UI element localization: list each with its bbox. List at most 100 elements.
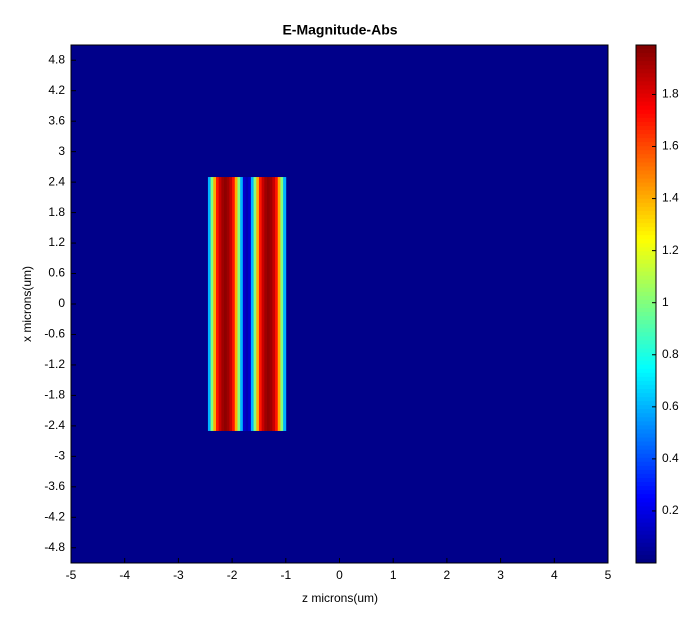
colorbar-segment [636, 522, 656, 528]
y-tick-label: 0 [58, 296, 65, 310]
heatmap-cell [256, 177, 260, 431]
y-tick-label: 1.8 [48, 205, 65, 219]
colorbar-segment [636, 506, 656, 511]
y-tick-label: -3.6 [44, 479, 65, 493]
x-tick-label: 4 [551, 568, 558, 582]
colorbar-segment [636, 223, 656, 228]
colorbar-tick-label: 1.6 [662, 139, 679, 153]
colorbar-segment [636, 190, 656, 196]
colorbar-segment [636, 146, 656, 151]
colorbar-segment [636, 502, 656, 507]
colorbar-segment [636, 514, 656, 519]
colorbar-segment [636, 490, 656, 495]
y-tick-label: 1.2 [48, 235, 65, 249]
colorbar-segment [636, 202, 656, 208]
colorbar-segment [636, 129, 656, 135]
heatmap-cell [229, 177, 233, 431]
colorbar-segment [636, 356, 656, 362]
colorbar-tick-label: 0.8 [662, 347, 679, 361]
colorbar-segment [636, 405, 656, 410]
chart-title: E-Magnitude-Abs [282, 22, 397, 38]
colorbar-segment [636, 425, 656, 430]
colorbar-segment [636, 65, 656, 70]
colorbar-segment [636, 360, 656, 366]
colorbar-segment [636, 121, 656, 127]
colorbar-segment [636, 178, 656, 184]
colorbar-segment [636, 231, 656, 236]
colorbar-segment [636, 89, 656, 95]
x-tick-label: -4 [119, 568, 130, 582]
colorbar-segment [636, 413, 656, 418]
y-tick-label: -3 [54, 449, 65, 463]
colorbar-segment [636, 69, 656, 74]
colorbar-segment [636, 138, 656, 143]
heatmap-cell [250, 177, 254, 431]
colorbar-segment [636, 534, 656, 540]
heatmap-cell [242, 177, 246, 431]
colorbar-segment [636, 320, 656, 325]
heatmap-cell [248, 177, 252, 431]
colorbar-segment [636, 57, 656, 62]
y-tick-label: 4.2 [48, 83, 65, 97]
colorbar-segment [636, 453, 656, 459]
y-tick-label: -1.2 [44, 357, 65, 371]
heatmap-cell [277, 177, 281, 431]
x-tick-label: -2 [227, 568, 238, 582]
colorbar-segment [636, 473, 656, 479]
colorbar-segment [636, 344, 656, 350]
heatmap-cell [210, 177, 214, 431]
colorbar-segment [636, 546, 656, 552]
colorbar-segment [636, 388, 656, 394]
colorbar-segment [636, 348, 656, 354]
colorbar-segment [636, 421, 656, 426]
colorbar-segment [636, 312, 656, 317]
y-axis-label: x microns(um) [20, 266, 34, 342]
colorbar-segment [636, 478, 656, 483]
colorbar-segment [636, 251, 656, 256]
colorbar-segment [636, 465, 656, 471]
colorbar-segment [636, 109, 656, 115]
colorbar-segment [636, 445, 656, 451]
colorbar-segment [636, 235, 656, 240]
colorbar-segment [636, 542, 656, 548]
colorbar-segment [636, 295, 656, 301]
heatmap-cell [283, 177, 287, 431]
x-tick-label: 5 [605, 568, 612, 582]
colorbar-segment [636, 158, 656, 163]
colorbar-tick-label: 0.2 [662, 503, 679, 517]
x-axis-label: z microns(um) [302, 591, 378, 605]
y-tick-label: 2.4 [48, 174, 65, 188]
colorbar-segment [636, 368, 656, 374]
y-tick-label: -0.6 [44, 327, 65, 341]
colorbar-segment [636, 279, 656, 285]
colorbar-segment [636, 380, 656, 386]
colorbar-segment [636, 259, 656, 265]
colorbar-segment [636, 304, 656, 309]
heatmap-cell [207, 177, 212, 431]
colorbar-segment [636, 510, 656, 515]
colorbar-tick-label: 1.8 [662, 87, 679, 101]
colorbar-tick-label: 0.4 [662, 451, 679, 465]
colorbar-segment [636, 267, 656, 273]
colorbar-segment [636, 417, 656, 422]
colorbar-tick-label: 1 [662, 295, 669, 309]
heatmap-cell [275, 177, 279, 431]
colorbar-segment [636, 482, 656, 487]
colorbar-segment [636, 364, 656, 370]
colorbar-segment [636, 469, 656, 475]
colorbar-segment [636, 457, 656, 463]
colorbar-segment [636, 332, 656, 337]
x-tick-label: 3 [497, 568, 504, 582]
colorbar-segment [636, 324, 656, 329]
y-tick-label: 4.8 [48, 52, 65, 66]
colorbar-segment [636, 401, 656, 406]
colorbar-segment [636, 554, 656, 560]
colorbar-segment [636, 530, 656, 536]
heatmap-cell [213, 177, 217, 431]
colorbar-segment [636, 291, 656, 297]
colorbar-segment [636, 210, 656, 216]
heatmap-cell [218, 177, 222, 431]
heatmap-cell [232, 177, 236, 431]
y-tick-label: 3 [58, 144, 65, 158]
